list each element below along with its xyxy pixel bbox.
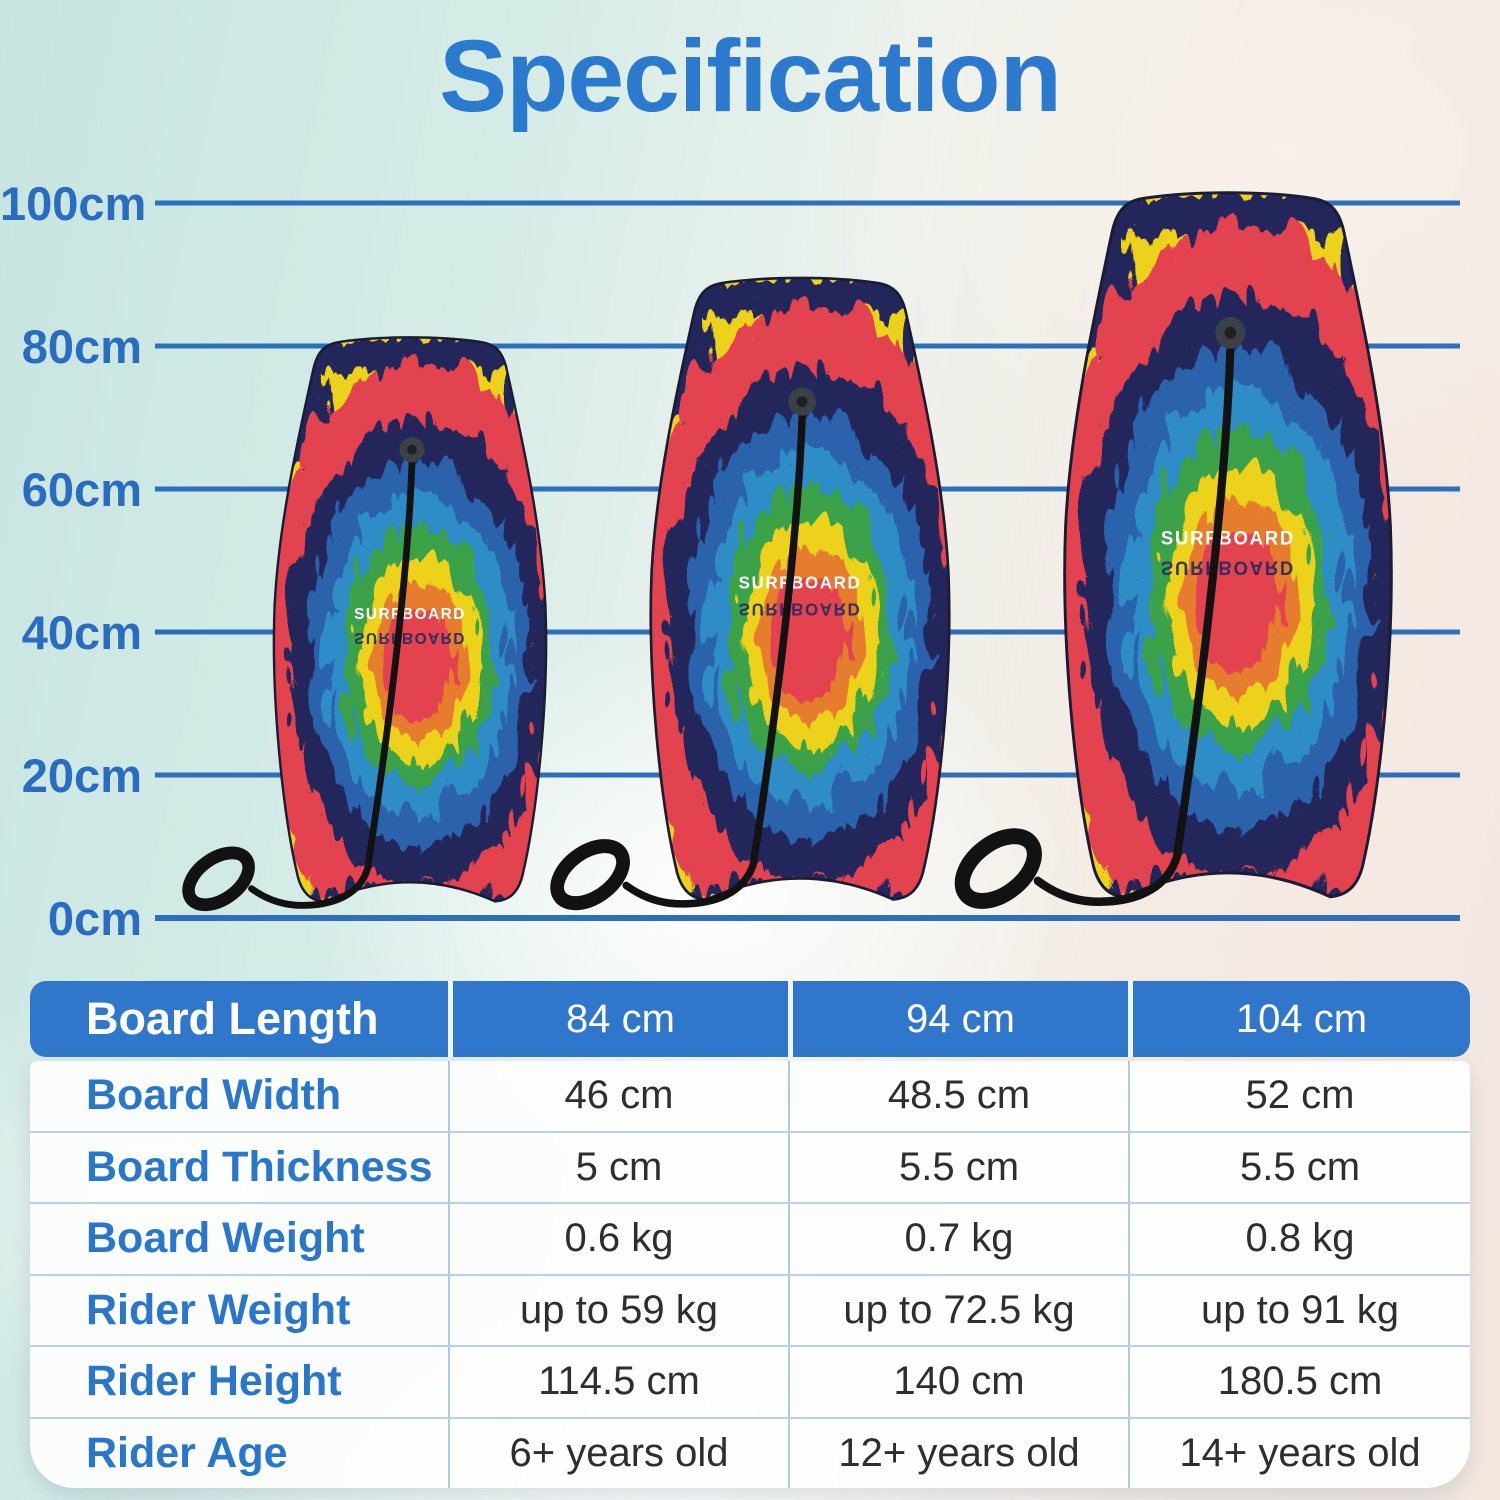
scale-tick-label-60cm: 60cm [21, 463, 142, 516]
table-row-board-width: Board Width 46 cm 48.5 cm 52 cm [30, 1061, 1470, 1131]
size-comparison-diagram: SURFBOARD SURFBOARD [155, 0, 1460, 980]
table-row-rider-weight: Rider Weight up to 59 kg up to 72.5 kg u… [30, 1273, 1470, 1345]
bodyboard-84cm [179, 322, 576, 979]
row-value: 140 cm [788, 1347, 1128, 1417]
row-value: 12+ years old [788, 1418, 1128, 1488]
specification-table: Board Length 84 cm 94 cm 104 cm Board Wi… [30, 981, 1470, 1488]
table-row-board-weight: Board Weight 0.6 kg 0.7 kg 0.8 kg [30, 1202, 1470, 1274]
row-label: Rider Age [86, 1428, 288, 1477]
row-value: up to 91 kg [1128, 1275, 1470, 1345]
row-value: 14+ years old [1128, 1418, 1470, 1488]
header-label-board-length: Board Length [86, 993, 379, 1044]
row-value: 0.7 kg [788, 1204, 1128, 1274]
table-body: Board Width 46 cm 48.5 cm 52 cm Board Th… [30, 1061, 1470, 1488]
table-row-rider-age: Rider Age 6+ years old 12+ years old 14+… [30, 1416, 1470, 1488]
table-header-row: Board Length 84 cm 94 cm 104 cm [30, 981, 1470, 1057]
row-label: Rider Weight [86, 1285, 351, 1334]
row-value: 0.6 kg [448, 1204, 788, 1274]
row-value: 0.8 kg [1128, 1204, 1470, 1274]
table-row-board-thickness: Board Thickness 5 cm 5.5 cm 5.5 cm [30, 1130, 1470, 1202]
row-value: 5.5 cm [788, 1132, 1128, 1202]
row-value: 52 cm [1128, 1061, 1470, 1131]
row-value: up to 72.5 kg [788, 1275, 1128, 1345]
row-value: 5.5 cm [1128, 1132, 1470, 1202]
scale-tick-label-40cm: 40cm [21, 606, 142, 659]
row-value: up to 59 kg [448, 1275, 788, 1345]
row-value: 180.5 cm [1128, 1347, 1470, 1417]
row-value: 114.5 cm [448, 1347, 788, 1417]
scale-tick-label-0cm: 0cm [47, 892, 142, 945]
header-value-84cm: 84 cm [448, 981, 788, 1057]
table-row-rider-height: Rider Height 114.5 cm 140 cm 180.5 cm [30, 1345, 1470, 1417]
scale-tick-label-80cm: 80cm [21, 320, 142, 373]
row-label: Board Width [86, 1071, 342, 1120]
scale-tick-label-20cm: 20cm [21, 749, 142, 802]
row-value: 48.5 cm [788, 1061, 1128, 1131]
row-value: 6+ years old [448, 1418, 788, 1488]
bodyboard-104cm [951, 174, 1427, 980]
row-label: Board Thickness [86, 1142, 433, 1191]
row-value: 5 cm [448, 1132, 788, 1202]
header-value-104cm: 104 cm [1128, 981, 1470, 1057]
page-title: Specification [439, 19, 1062, 133]
bodyboard-94cm [547, 261, 982, 980]
header-value-94cm: 94 cm [788, 981, 1128, 1057]
row-label: Rider Height [86, 1357, 342, 1406]
row-value: 46 cm [448, 1061, 788, 1131]
row-label: Board Weight [86, 1214, 365, 1263]
scale-tick-label-100cm: 100cm [0, 177, 147, 230]
